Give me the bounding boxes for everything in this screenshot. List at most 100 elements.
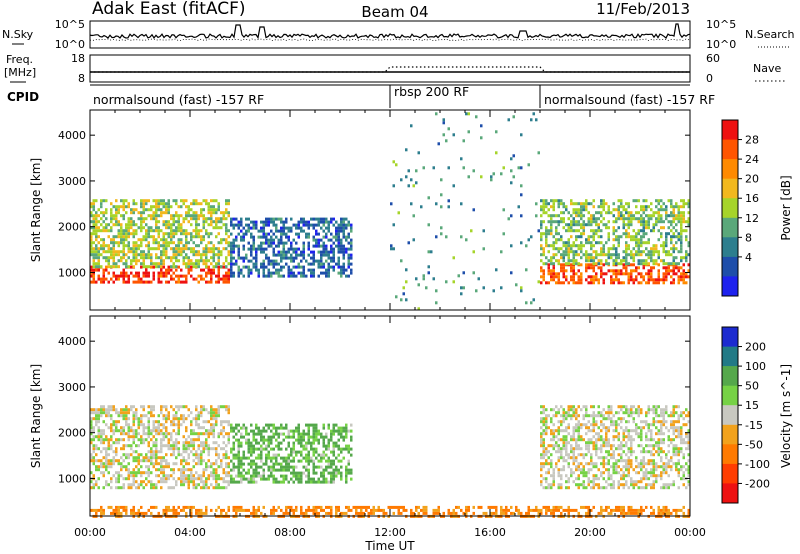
heatmap-cell bbox=[562, 256, 565, 260]
heatmap-cell bbox=[287, 480, 290, 484]
heatmap-cell bbox=[670, 420, 673, 424]
heatmap-cell bbox=[660, 220, 663, 224]
heatmap-cell bbox=[542, 269, 545, 273]
heatmap-cell bbox=[555, 241, 558, 245]
heatmap-cell bbox=[622, 405, 625, 409]
heatmap-cell bbox=[95, 465, 98, 469]
heatmap-cell bbox=[240, 459, 243, 463]
heatmap-cell bbox=[552, 438, 555, 442]
heatmap-cell bbox=[662, 220, 665, 224]
heatmap-cell bbox=[277, 229, 280, 233]
heatmap-cell bbox=[662, 262, 665, 266]
heatmap-cell bbox=[262, 471, 265, 475]
heatmap-cell bbox=[115, 241, 118, 245]
heatmap-cell bbox=[672, 269, 675, 273]
heatmap-cell bbox=[150, 408, 153, 412]
heatmap-cell bbox=[325, 232, 328, 236]
heatmap-cell bbox=[560, 423, 563, 427]
heatmap-cell bbox=[280, 220, 283, 224]
heatmap-cell bbox=[460, 292, 463, 296]
heatmap-cell bbox=[95, 435, 98, 439]
heatmap-cell bbox=[597, 223, 600, 227]
heatmap-cell bbox=[330, 265, 333, 269]
heatmap-cell bbox=[687, 263, 690, 267]
heatmap-cell bbox=[580, 208, 583, 212]
heatmap-cell bbox=[97, 235, 100, 239]
heatmap-cell bbox=[305, 474, 308, 478]
heatmap-cell bbox=[260, 459, 263, 463]
heatmap-cell bbox=[270, 471, 273, 475]
heatmap-cell bbox=[100, 408, 103, 412]
heatmap-cell bbox=[462, 139, 465, 143]
freq-tick-top: 18 bbox=[71, 52, 85, 65]
heatmap-cell bbox=[292, 441, 295, 445]
heatmap-cell bbox=[655, 405, 658, 409]
heatmap-cell bbox=[257, 453, 260, 457]
heatmap-cell bbox=[257, 432, 260, 436]
heatmap-cell bbox=[552, 199, 555, 203]
heatmap-cell bbox=[197, 453, 200, 457]
heatmap-cell bbox=[237, 480, 240, 484]
heatmap-cell bbox=[157, 244, 160, 248]
heatmap-cell bbox=[260, 250, 263, 254]
heatmap-cell bbox=[295, 226, 298, 230]
heatmap-cell bbox=[230, 253, 233, 257]
heatmap-cell bbox=[587, 444, 590, 448]
heatmap-cell bbox=[322, 262, 325, 266]
heatmap-cell bbox=[607, 405, 610, 409]
heatmap-cell bbox=[670, 229, 673, 233]
heatmap-cell bbox=[227, 471, 230, 475]
heatmap-cell bbox=[137, 462, 140, 466]
heatmap-cell bbox=[170, 232, 173, 236]
heatmap-cell bbox=[97, 465, 100, 469]
heatmap-cell bbox=[550, 453, 553, 457]
heatmap-cell bbox=[565, 223, 568, 227]
heatmap-cell bbox=[160, 465, 163, 469]
heatmap-cell bbox=[327, 229, 330, 233]
heatmap-cell bbox=[230, 220, 233, 224]
heatmap-cell bbox=[192, 253, 195, 257]
heatmap-cell bbox=[155, 265, 158, 269]
heatmap-cell bbox=[545, 453, 548, 457]
heatmap-cell bbox=[267, 274, 270, 278]
heatmap-cell bbox=[147, 271, 150, 275]
heatmap-cell bbox=[655, 199, 658, 203]
heatmap-cell bbox=[175, 483, 178, 487]
heatmap-cell bbox=[632, 229, 635, 233]
heatmap-cell bbox=[317, 432, 320, 436]
heatmap-cell bbox=[600, 262, 603, 266]
heatmap-cell bbox=[600, 474, 603, 478]
heatmap-cell bbox=[245, 256, 248, 260]
heatmap-cell bbox=[627, 468, 630, 472]
heatmap-cell bbox=[550, 232, 553, 236]
heatmap-cell bbox=[587, 480, 590, 484]
heatmap-cell bbox=[632, 420, 635, 424]
heatmap-cell bbox=[110, 486, 113, 490]
heatmap-cell bbox=[142, 441, 145, 445]
heatmap-cell bbox=[595, 272, 598, 276]
heatmap-cell bbox=[612, 232, 615, 236]
heatmap-cell bbox=[652, 471, 655, 475]
heatmap-cell bbox=[197, 244, 200, 248]
heatmap-cell bbox=[567, 238, 570, 242]
heatmap-cell bbox=[172, 477, 175, 481]
heatmap-cell bbox=[667, 232, 670, 236]
heatmap-cell bbox=[160, 408, 163, 412]
heatmap-cell bbox=[215, 414, 218, 418]
heatmap-cell bbox=[637, 405, 640, 409]
heatmap-cell bbox=[227, 423, 230, 427]
heatmap-cell bbox=[115, 459, 118, 463]
heatmap-cell bbox=[132, 211, 135, 215]
heatmap-cell bbox=[237, 459, 240, 463]
heatmap-cell bbox=[125, 408, 128, 412]
heatmap-cell bbox=[680, 435, 683, 439]
heatmap-cell bbox=[147, 420, 150, 424]
heatmap-cell bbox=[340, 447, 343, 451]
heatmap-cell bbox=[135, 408, 138, 412]
heatmap-cell bbox=[112, 280, 115, 284]
heatmap-cell bbox=[312, 480, 315, 484]
heatmap-cell bbox=[275, 438, 278, 442]
heatmap-cell bbox=[155, 253, 158, 257]
heatmap-cell bbox=[162, 468, 165, 472]
